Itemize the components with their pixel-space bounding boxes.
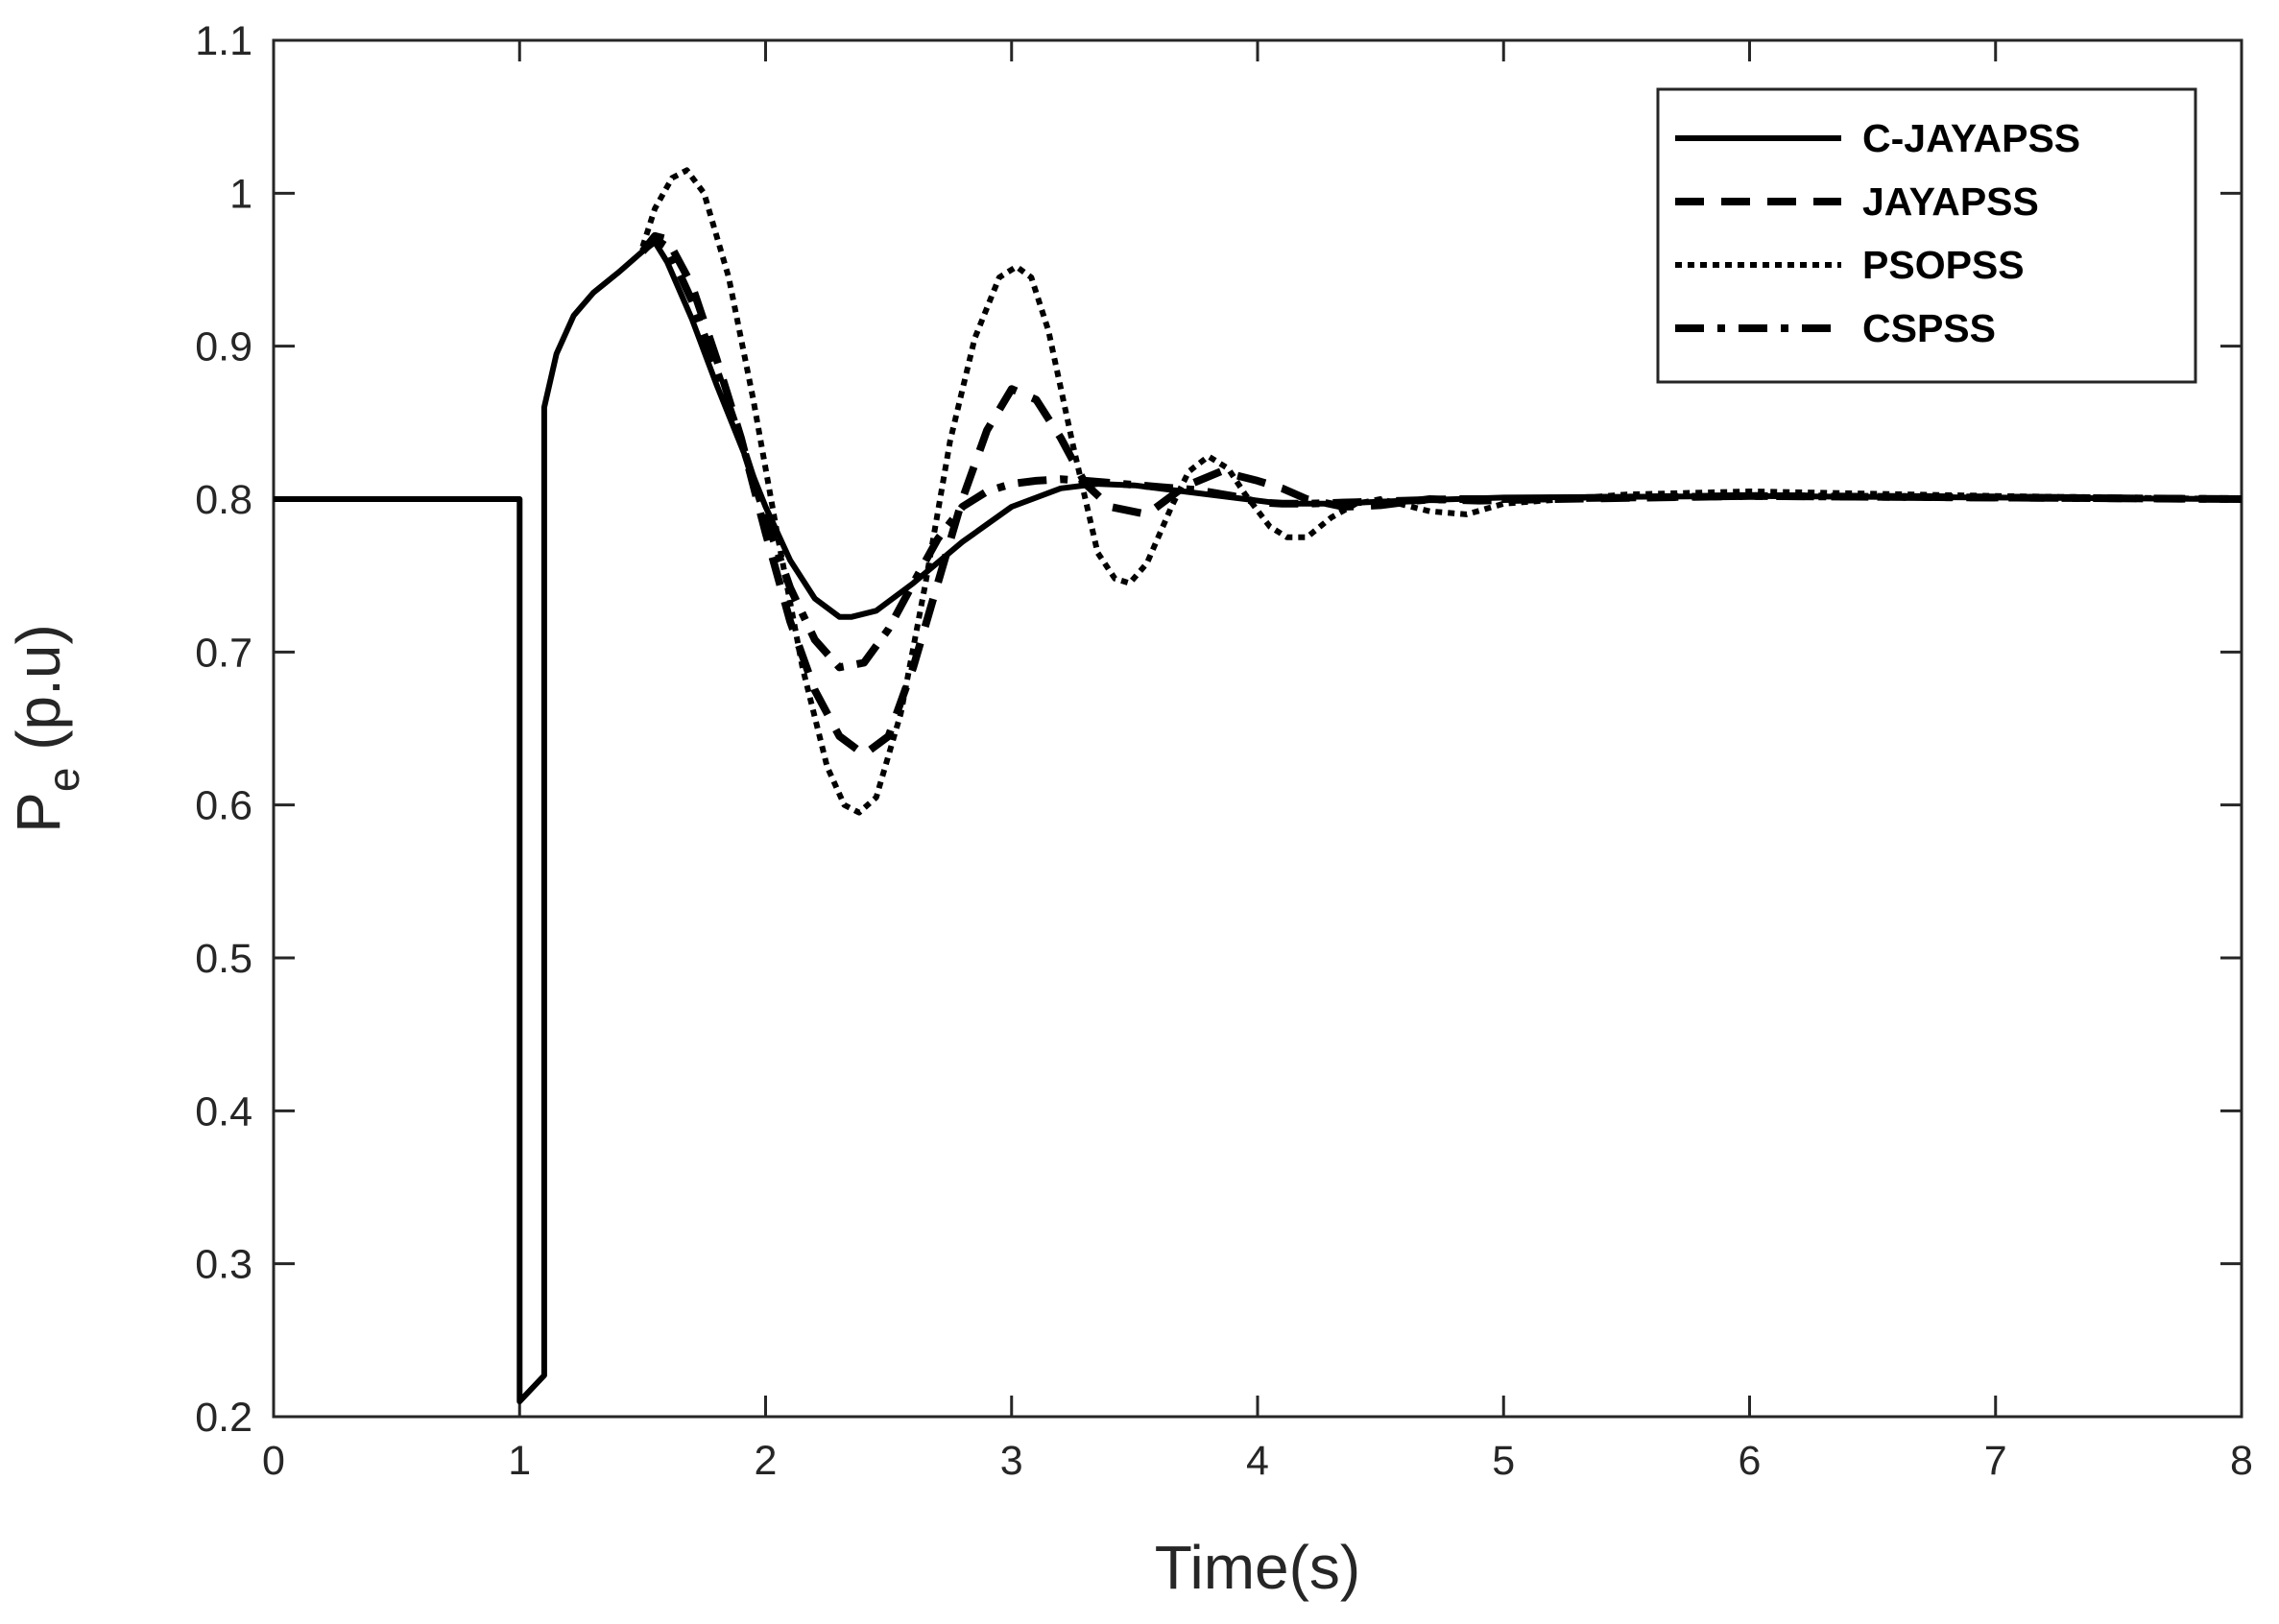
y-tick-label: 0.7	[195, 630, 252, 676]
y-tick-label: 0.8	[195, 477, 252, 523]
y-tick-label: 1	[229, 171, 252, 217]
y-tick-label: 1.1	[195, 18, 252, 64]
y-axis-label-unit: (p.u)	[4, 624, 73, 767]
x-axis-label: Time(s)	[1155, 1533, 1360, 1602]
series-layer	[274, 167, 2243, 1405]
y-axis-label: Pe (p.u)	[4, 624, 88, 833]
y-tick-label: 0.2	[195, 1395, 252, 1441]
legend-label-psopss: PSOPSS	[1862, 243, 2025, 287]
y-tick-label: 0.3	[195, 1242, 252, 1288]
series-line-c-jayapss	[274, 239, 2243, 1405]
y-axis-tick-labels: 0.2 0.3 0.4 0.5 0.6 0.7 0.8 0.9 1 1.1	[195, 18, 252, 1441]
x-tick-label: 5	[1492, 1438, 1515, 1484]
legend-label-c-jayapss: C-JAYAPSS	[1862, 116, 2080, 160]
y-tick-label: 0.4	[195, 1088, 252, 1134]
x-tick-label: 6	[1739, 1438, 1762, 1484]
x-tick-label: 3	[1000, 1438, 1023, 1484]
y-tick-label: 0.9	[195, 324, 252, 370]
y-axis-label-subscript: e	[38, 768, 88, 793]
x-tick-label: 0	[262, 1438, 285, 1484]
legend: C-JAYAPSS JAYAPSS PSOPSS CSPSS	[1656, 87, 2197, 384]
legend-label-jayapss: JAYAPSS	[1862, 179, 2039, 224]
x-tick-label: 2	[755, 1438, 778, 1484]
y-tick-label: 0.5	[195, 936, 252, 982]
legend-label-cspss: CSPSS	[1862, 306, 1996, 350]
legend-items: C-JAYAPSS JAYAPSS PSOPSS CSPSS	[1675, 116, 2080, 350]
x-axis-tick-labels: 0 1 2 3 4 5 6 7 8	[262, 1438, 2253, 1484]
x-tick-label: 1	[508, 1438, 531, 1484]
x-tick-label: 4	[1246, 1438, 1269, 1484]
x-tick-label: 8	[2230, 1438, 2253, 1484]
y-axis-label-main: P	[4, 792, 73, 833]
x-tick-label: 7	[1984, 1438, 2007, 1484]
y-tick-label: 0.6	[195, 783, 252, 829]
